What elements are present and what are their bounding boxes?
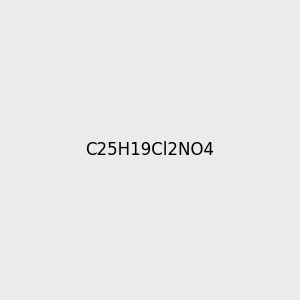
Text: C25H19Cl2NO4: C25H19Cl2NO4: [85, 141, 214, 159]
